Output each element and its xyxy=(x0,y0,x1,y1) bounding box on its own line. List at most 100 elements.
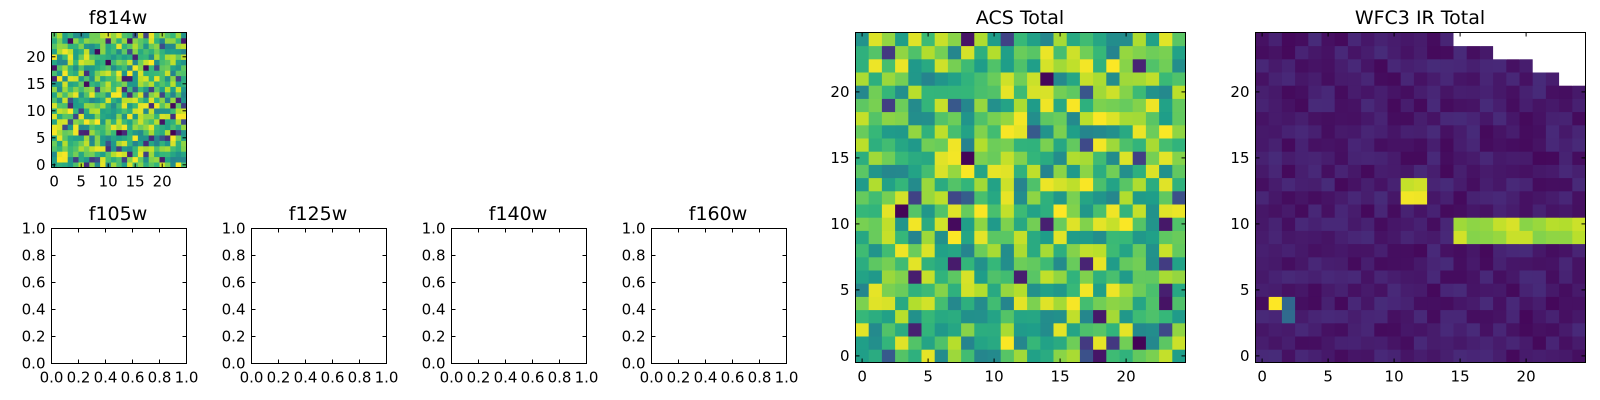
heatmap-cell xyxy=(1255,322,1270,337)
heatmap-cell xyxy=(1066,336,1081,350)
heatmap-cell xyxy=(83,54,90,60)
heatmap-cell xyxy=(1308,256,1322,271)
heatmap-cell xyxy=(1053,270,1068,284)
heatmap-cell xyxy=(159,135,166,141)
heatmap-cell xyxy=(1053,32,1068,47)
heatmap-cell xyxy=(116,135,123,141)
heatmap-cell xyxy=(121,145,128,152)
heatmap-cell xyxy=(1347,32,1362,47)
heatmap-cell xyxy=(1387,336,1402,350)
heatmap-cell xyxy=(1427,138,1441,152)
heatmap-cell xyxy=(1347,217,1362,231)
heatmap-cell xyxy=(1493,283,1507,297)
heatmap-cell xyxy=(62,162,69,168)
heatmap-cell xyxy=(1387,98,1402,113)
heatmap-cell xyxy=(1440,124,1454,139)
heatmap-cell xyxy=(1466,138,1481,152)
heatmap-cell xyxy=(934,256,949,271)
heatmap-cell xyxy=(1295,217,1309,231)
heatmap-cell xyxy=(1079,72,1094,86)
heatmap-cell xyxy=(974,296,988,311)
heatmap-cell xyxy=(83,37,90,44)
heatmap-cell xyxy=(170,118,177,125)
heatmap-cell xyxy=(67,81,74,87)
heatmap-cell xyxy=(1172,85,1186,99)
heatmap-cell xyxy=(67,97,74,104)
heatmap-cell xyxy=(1172,309,1186,324)
heatmap-cell xyxy=(1466,296,1481,311)
heatmap-cell xyxy=(1506,72,1520,86)
heatmap-cell xyxy=(1255,45,1270,60)
heatmap-cell xyxy=(961,45,975,60)
heatmap-cell xyxy=(961,283,975,297)
heatmap-cell xyxy=(56,156,63,163)
heatmap-cell xyxy=(1559,85,1573,99)
heatmap-cell xyxy=(1145,217,1160,231)
heatmap-cell xyxy=(1106,217,1120,231)
heatmap-cell xyxy=(881,32,896,47)
heatmap-cell xyxy=(1572,58,1586,73)
heatmap-cell xyxy=(1374,309,1388,324)
heatmap-cell xyxy=(1361,217,1375,231)
heatmap-cell xyxy=(1308,45,1322,60)
heatmap-cell xyxy=(1466,230,1481,245)
heatmap-cell xyxy=(121,102,128,109)
heatmap-cell xyxy=(1106,32,1120,47)
heatmap-cell xyxy=(1361,190,1375,205)
heatmap-cell xyxy=(78,48,85,55)
heatmap-cell xyxy=(895,151,909,165)
heatmap-cell xyxy=(934,217,949,231)
heatmap-cell xyxy=(1040,85,1054,99)
heatmap-cell xyxy=(121,156,128,163)
heatmap-cell xyxy=(1374,151,1388,165)
heatmap-cell xyxy=(908,190,922,205)
heatmap-cell xyxy=(181,70,187,77)
heatmap-cell xyxy=(83,145,90,152)
heatmap-cell xyxy=(987,217,1002,231)
heatmap-cell xyxy=(961,217,975,231)
heatmap-cell xyxy=(94,70,101,77)
heatmap-cell xyxy=(83,124,90,131)
heatmap-cell xyxy=(1493,138,1507,152)
heatmap-cell xyxy=(1308,111,1322,126)
heatmap-cell xyxy=(1255,283,1270,297)
heatmap-cell xyxy=(1040,256,1054,271)
heatmap-cell xyxy=(73,102,79,109)
heatmap-cell xyxy=(116,156,123,163)
heatmap-cell xyxy=(1479,243,1494,258)
heatmap-cell xyxy=(73,97,79,104)
heatmap-cell xyxy=(1066,190,1081,205)
heatmap-cell xyxy=(1093,204,1107,218)
heatmap-cell xyxy=(121,48,128,55)
heatmap-cell xyxy=(1268,230,1283,245)
heatmap-cell xyxy=(1066,309,1081,324)
heatmap-cell xyxy=(1519,296,1534,311)
heatmap-cell xyxy=(175,48,182,55)
heatmap-cell xyxy=(947,177,962,192)
heatmap-cell xyxy=(1347,309,1362,324)
heatmap-cell xyxy=(961,322,975,337)
heatmap-cell xyxy=(51,86,58,93)
heatmap-cell xyxy=(175,64,182,71)
heatmap-cell xyxy=(1321,322,1336,337)
heatmap-cell xyxy=(143,43,150,50)
y-tick-label: 0 xyxy=(1240,347,1250,365)
heatmap-cell xyxy=(1040,138,1054,152)
heatmap-cell xyxy=(1255,98,1270,113)
x-tick-label: 20 xyxy=(1117,368,1136,386)
heatmap-cell xyxy=(56,145,63,152)
heatmap-cell xyxy=(105,140,112,147)
heatmap-cell xyxy=(1413,349,1428,363)
heatmap-cell xyxy=(1453,243,1468,258)
heatmap-cell xyxy=(159,75,166,82)
heatmap-cell xyxy=(895,111,909,126)
heatmap-cell xyxy=(116,129,123,136)
heatmap-cell xyxy=(1440,72,1454,86)
heatmap-cell xyxy=(1559,243,1573,258)
heatmap-cell xyxy=(1334,243,1349,258)
heatmap-cell xyxy=(1479,217,1494,231)
heatmap-cell xyxy=(1545,336,1560,350)
heatmap-cell xyxy=(143,54,150,60)
y-tick-label: 0.2 xyxy=(22,328,46,346)
heatmap-cell xyxy=(1400,138,1415,152)
